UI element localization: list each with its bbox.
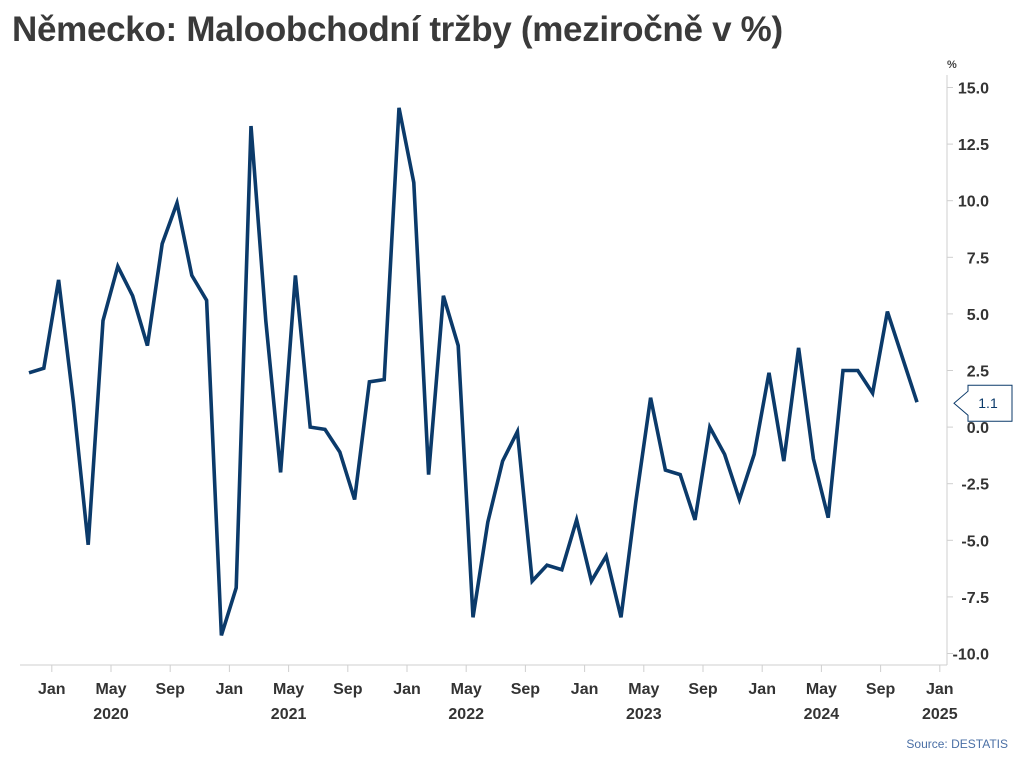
- y-tick-label: -2.5: [961, 477, 989, 494]
- last-value-callout: 1.1: [953, 384, 1013, 422]
- y-unit-label: %: [947, 59, 957, 71]
- y-tick-label: 10.0: [958, 194, 989, 211]
- chart-title: Německo: Maloobchodní tržby (meziročně v…: [12, 10, 783, 49]
- x-tick-label: Jan: [216, 681, 244, 698]
- x-tick-label: Sep: [688, 681, 718, 698]
- x-tick-label: May: [451, 681, 482, 698]
- y-tick-label: 5.0: [967, 307, 989, 324]
- y-tick-label: -7.5: [961, 590, 989, 607]
- x-tick-label: Jan: [393, 681, 421, 698]
- x-tick-label: May: [806, 681, 837, 698]
- series-line: [28, 107, 919, 636]
- x-ticks: Jan May Sep Jan May Sep Jan May Sep Jan May Sep Jan M…: [38, 665, 954, 698]
- y-tick-label: 12.5: [958, 137, 989, 154]
- x-tick-label: May: [95, 681, 126, 698]
- x-tick-label: Jan: [748, 681, 776, 698]
- x-tick-label: Sep: [511, 681, 541, 698]
- callout-box: [953, 384, 1013, 422]
- y-tick-label: -10.0: [953, 647, 990, 664]
- source-note: Source: DESTATIS: [906, 737, 1008, 751]
- x-tick-label: May: [628, 681, 659, 698]
- year-label: 2022: [448, 706, 484, 723]
- year-label: 2023: [626, 706, 662, 723]
- x-tick-label: Jan: [38, 681, 66, 698]
- x-tick-label: Sep: [333, 681, 363, 698]
- year-labels: 2020 2021 2022 2023 2024 2025: [93, 706, 957, 723]
- year-label: 2020: [93, 706, 129, 723]
- y-tick-label: -5.0: [961, 533, 989, 550]
- y-tick-label: 0.0: [967, 420, 989, 437]
- x-tick-label: Jan: [926, 681, 954, 698]
- x-tick-label: Sep: [156, 681, 186, 698]
- y-ticks: 15.0 12.5 10.0 7.5 5.0 2.5 0.0 -2.5 -5.0 -7.5 -10.…: [947, 81, 989, 664]
- y-tick-label: 7.5: [967, 250, 989, 267]
- y-tick-label: 2.5: [967, 364, 989, 381]
- y-tick-label: 15.0: [958, 81, 989, 98]
- x-tick-label: May: [273, 681, 304, 698]
- year-label: 2024: [804, 706, 840, 723]
- x-tick-label: Sep: [866, 681, 896, 698]
- last-value-label: 1.1: [978, 395, 998, 411]
- year-label: 2021: [271, 706, 307, 723]
- axes-group: [20, 75, 948, 666]
- x-tick-label: Jan: [571, 681, 599, 698]
- year-label: 2025: [922, 706, 958, 723]
